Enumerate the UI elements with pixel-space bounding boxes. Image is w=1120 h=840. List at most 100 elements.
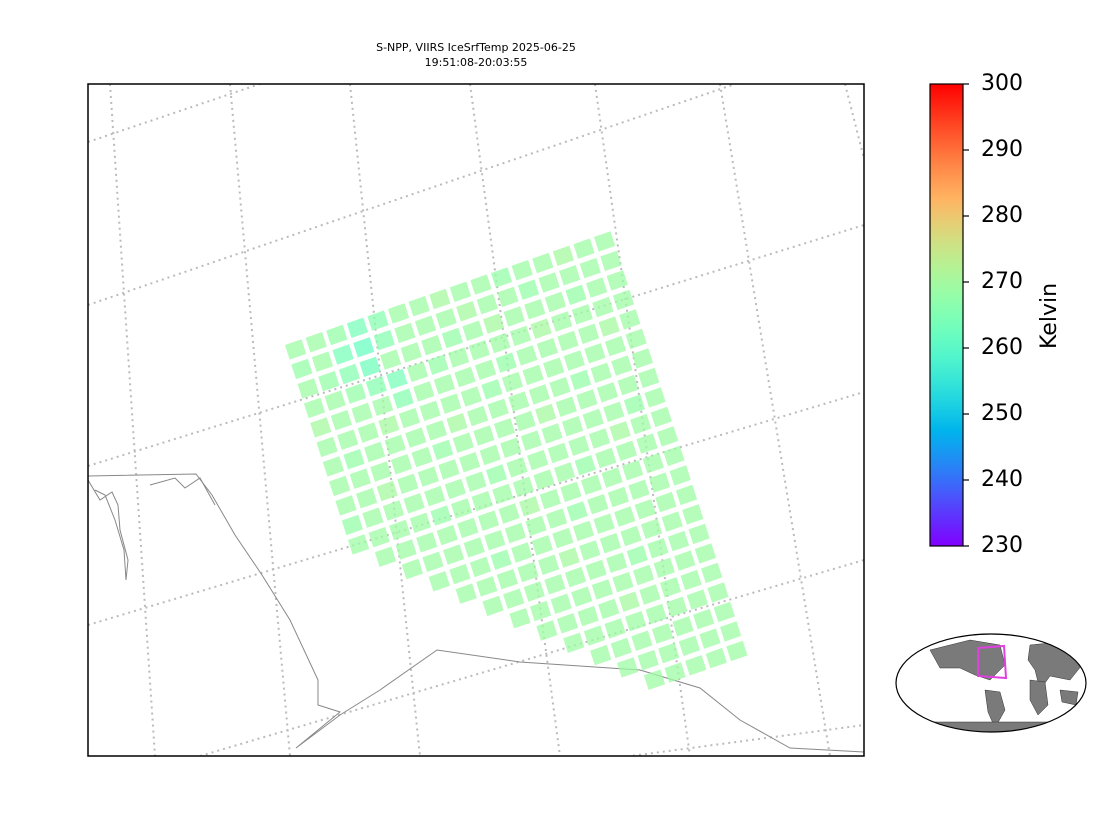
swath-cell [511, 260, 533, 281]
swath-cell [444, 478, 466, 500]
swath-cell [701, 562, 723, 584]
swath-cell [417, 466, 439, 487]
swath-cell [501, 371, 524, 393]
swath-cell [424, 485, 446, 507]
swath-cell [419, 400, 441, 422]
swath-cell [341, 514, 363, 536]
swath-cell [680, 569, 702, 591]
swath-cell [330, 410, 352, 431]
swath-cell [688, 523, 710, 545]
swath-cell [607, 486, 629, 508]
swath-cell [398, 407, 421, 429]
swath-cell [316, 436, 338, 458]
swath-cell [448, 347, 470, 368]
swath-cell [517, 561, 539, 583]
swath-cell [572, 520, 595, 542]
swath-cell [625, 611, 647, 632]
swath-cell [563, 632, 585, 653]
swath-cell [630, 413, 652, 435]
swath-cell [475, 359, 497, 380]
swath-cell [394, 322, 416, 344]
swath-cell [653, 557, 675, 578]
swath-cell [655, 491, 677, 513]
swath-cell [401, 558, 423, 580]
swath-cell [422, 551, 444, 572]
swath-cell [573, 238, 595, 259]
swath-cell [365, 376, 387, 397]
swath-cell [541, 423, 563, 444]
swath-cell [416, 532, 438, 553]
swath-cell [411, 446, 433, 468]
swath-cell [285, 339, 307, 360]
swath-cell [457, 517, 479, 539]
swath-cell [324, 390, 346, 411]
swath-cell [523, 581, 545, 602]
colorbar-tick-label: 280 [981, 203, 1023, 228]
swath-cell [509, 608, 531, 629]
swath-cell [467, 405, 489, 427]
swath-cell [618, 591, 640, 612]
swath-cell [713, 601, 735, 623]
swath-cell [454, 366, 476, 388]
swath-cell [525, 515, 547, 536]
swath-cell [465, 471, 487, 492]
swath-cell [425, 420, 447, 441]
swath-cell [612, 289, 635, 311]
swath-cell [482, 595, 504, 617]
swath-cell [633, 564, 655, 586]
swath-cell [579, 257, 601, 279]
swath-cell [643, 669, 666, 690]
swath-cell [661, 511, 683, 532]
swath-cell [364, 441, 386, 463]
swath-cell [610, 637, 632, 659]
swath-cell [551, 311, 573, 332]
swath-cell [538, 554, 560, 575]
swath-cell [586, 277, 608, 298]
swath-cell [590, 362, 612, 383]
map [88, 84, 864, 756]
swath-cell [579, 540, 601, 561]
swath-cell [460, 386, 482, 407]
swath-cell [357, 422, 379, 443]
swath-cell [596, 382, 619, 403]
swath-cell [483, 313, 505, 334]
swath-cell [356, 488, 378, 509]
swath-cell [346, 317, 368, 338]
colorbar-tick-label: 240 [981, 467, 1023, 492]
swath-cell [496, 569, 518, 590]
swath-cell [479, 444, 501, 466]
swath-cell [443, 544, 465, 565]
swath-cell [408, 296, 430, 317]
swath-cell [487, 398, 509, 419]
swath-cell [539, 488, 561, 510]
swath-cell [657, 426, 679, 447]
swath-cell [587, 494, 609, 515]
swath-cell [598, 598, 620, 620]
swath-cell [642, 452, 664, 474]
swath-cell [552, 245, 574, 266]
swath-cell [619, 309, 641, 330]
swath-cell [530, 600, 552, 622]
swath-cell [446, 413, 468, 434]
swath-cell [303, 397, 326, 419]
swath-cell [372, 395, 394, 416]
colorbar-label: Kelvin [1037, 283, 1062, 349]
swath-cell [547, 442, 569, 464]
swath-cell [576, 389, 598, 410]
swath-cell [685, 655, 707, 676]
swath-cell [527, 449, 549, 471]
swath-cell [414, 315, 437, 336]
swath-cell [436, 524, 458, 546]
swath-cell [550, 593, 572, 614]
swath-cell [511, 542, 533, 563]
swath-cell [651, 623, 674, 644]
swath-cell [699, 628, 721, 649]
swath-cell [649, 472, 671, 493]
swath-cell [638, 367, 660, 389]
swath-cell [421, 335, 443, 356]
swath-cell [614, 506, 636, 527]
swath-cell [508, 391, 530, 412]
swath-cell [519, 496, 541, 517]
swath-cell [667, 530, 690, 552]
